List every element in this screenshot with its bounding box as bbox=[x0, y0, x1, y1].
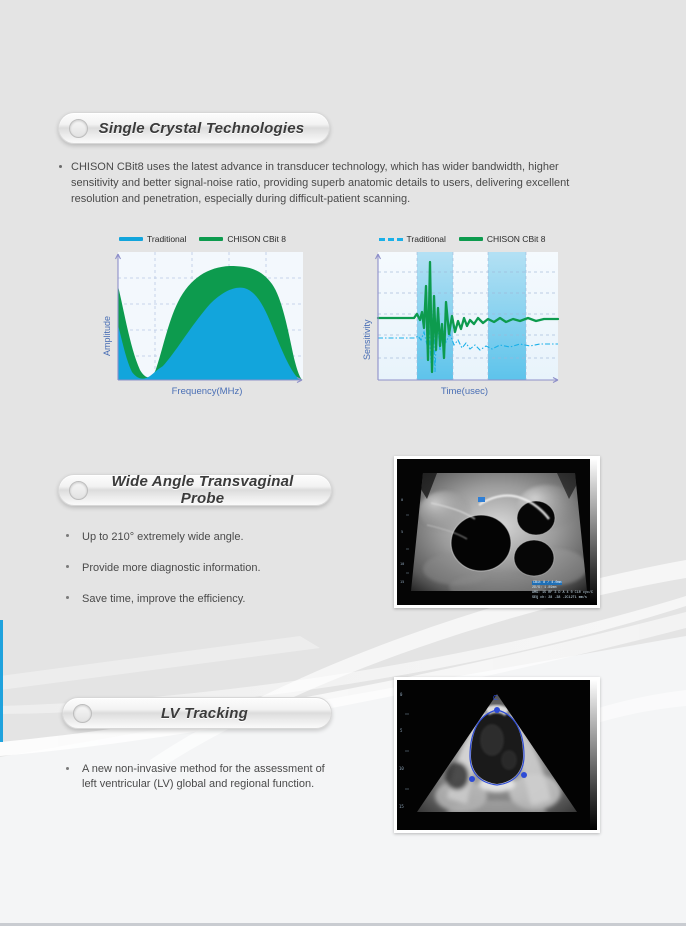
section-title: LV Tracking bbox=[161, 704, 248, 722]
paragraph-bullet-icon bbox=[59, 165, 62, 168]
follicle-lower bbox=[514, 540, 554, 576]
legend-swatch-chison bbox=[458, 237, 483, 241]
svg-text:15: 15 bbox=[400, 580, 404, 584]
list-item-label: A new non-invasive method for the assess… bbox=[82, 763, 325, 790]
footer-rule bbox=[0, 923, 686, 926]
tracking-point-septal bbox=[469, 776, 475, 782]
section-header-wide-angle-probe[interactable]: Wide Angle Transvaginal Probe bbox=[58, 473, 332, 507]
chart-bandwidth-plot bbox=[115, 252, 303, 383]
list-item: Save time, improve the efficiency. bbox=[60, 591, 360, 607]
list-item-label: Up to 210° extremely wide angle. bbox=[82, 531, 244, 543]
transvaginal-scan-graphic: 0 5 10 15 bbox=[397, 459, 597, 605]
legend-item-chison: CHISON CBit 8 bbox=[199, 234, 286, 244]
svg-text:0: 0 bbox=[400, 692, 403, 697]
greyscale-reference-bar bbox=[590, 680, 597, 830]
chart-bandwidth-xlabel: Frequency(MHz) bbox=[171, 386, 243, 397]
list-bullet-icon bbox=[66, 565, 69, 568]
image-lv-tracking-scan: C 0 5 10 15 bbox=[394, 677, 600, 833]
legend-label-traditional: Traditional bbox=[406, 234, 446, 244]
tracking-point-apex bbox=[494, 707, 500, 713]
list-bullet-icon bbox=[66, 767, 69, 770]
caption-line-1: 2D/G: 1.89mm bbox=[531, 586, 557, 590]
legend-swatch-chison bbox=[199, 237, 224, 241]
legend-item-chison: CHISON CBit 8 bbox=[458, 234, 546, 244]
list-bullet-icon bbox=[66, 596, 69, 599]
legend-item-traditional: Traditional bbox=[119, 234, 186, 244]
ultrasound-canvas: 0 5 10 15 CBit 8 / 4.0mm 2D/G: 1.89mm AM… bbox=[397, 459, 597, 605]
tracking-point-lateral bbox=[521, 772, 527, 778]
chart-bandwidth-ylabel: Amplitude bbox=[102, 315, 112, 356]
chart-pulse: Traditional CHISON CBit 8 bbox=[362, 234, 562, 404]
ultrasound-canvas: C 0 5 10 15 bbox=[397, 680, 597, 830]
wide-angle-bullet-list: Up to 210° extremely wide angle. Provide… bbox=[60, 529, 360, 622]
caption-line-2: AMG: 15 RF 3 D A 4 0 C10 cyc/C bbox=[531, 591, 593, 595]
chart-pulse-plot bbox=[375, 252, 560, 383]
caption-line-3: SEQ ch: 28 -38 -2C12T1 mm/s bbox=[531, 596, 587, 600]
svg-text:15: 15 bbox=[399, 804, 404, 809]
scan-caption: CBit 8 / 4.0mm 2D/G: 1.89mm AMG: 15 RF 3… bbox=[531, 581, 593, 601]
single-crystal-paragraph: CHISON CBit8 uses the latest advance in … bbox=[59, 159, 591, 207]
chart-bandwidth: Traditional CHISON CBit 8 bbox=[100, 234, 305, 404]
section-header-single-crystal[interactable]: Single Crystal Technologies bbox=[58, 112, 330, 144]
follicle-upper bbox=[517, 501, 555, 535]
series-traditional-area bbox=[118, 287, 303, 380]
pill-knob-icon bbox=[69, 480, 88, 500]
section-title: Single Crystal Technologies bbox=[98, 119, 305, 137]
image-transvaginal-scan: 0 5 10 15 CBit 8 / 4.0mm 2D/G: 1.89mm AM… bbox=[394, 456, 600, 608]
legend-item-traditional: Traditional bbox=[378, 234, 446, 244]
svg-text:5: 5 bbox=[400, 728, 403, 733]
chart-pulse-xlabel: Time(usec) bbox=[440, 386, 489, 397]
pill-knob-icon bbox=[69, 118, 88, 138]
legend-swatch-traditional-dashed bbox=[378, 237, 403, 241]
section-title: Wide Angle Transvaginal Probe bbox=[111, 473, 294, 507]
highlight-band-2 bbox=[488, 252, 526, 380]
chart-bandwidth-legend: Traditional CHISON CBit 8 bbox=[100, 234, 305, 244]
accent-blue-bar bbox=[0, 620, 3, 742]
legend-swatch-traditional bbox=[119, 237, 144, 241]
caption-line-0: CBit 8 / 4.0mm bbox=[531, 581, 563, 585]
marker-label-c: C bbox=[493, 695, 498, 702]
svg-text:10: 10 bbox=[400, 562, 404, 566]
legend-label-chison: CHISON CBit 8 bbox=[486, 234, 546, 244]
list-bullet-icon bbox=[66, 534, 69, 537]
list-item-label: Save time, improve the efficiency. bbox=[82, 593, 246, 605]
legend-label-chison: CHISON CBit 8 bbox=[227, 234, 286, 244]
list-item: Up to 210° extremely wide angle. bbox=[60, 529, 360, 545]
chart-pulse-legend: Traditional CHISON CBit 8 bbox=[362, 234, 562, 244]
paragraph-text: CHISON CBit8 uses the latest advance in … bbox=[71, 161, 570, 205]
footer-band bbox=[0, 851, 686, 923]
series-chison-line bbox=[376, 260, 560, 374]
chart-pulse-ylabel: Sensitivity bbox=[362, 319, 372, 360]
list-item: A new non-invasive method for the assess… bbox=[60, 762, 330, 792]
section-header-lv-tracking[interactable]: LV Tracking bbox=[62, 697, 332, 729]
lv-border-contour bbox=[469, 709, 525, 786]
follicle-large bbox=[451, 515, 511, 571]
svg-text:0: 0 bbox=[401, 498, 403, 502]
svg-text:10: 10 bbox=[399, 766, 404, 771]
list-item: Provide more diagnostic information. bbox=[60, 560, 360, 576]
legend-label-traditional: Traditional bbox=[147, 234, 187, 244]
lv-tracking-graphic: C 0 5 10 15 bbox=[397, 680, 597, 830]
lv-tracking-bullet-list: A new non-invasive method for the assess… bbox=[60, 762, 330, 792]
scan-marker bbox=[478, 497, 485, 502]
list-item-label: Provide more diagnostic information. bbox=[82, 562, 261, 574]
svg-text:5: 5 bbox=[401, 530, 403, 534]
greyscale-reference-bar bbox=[590, 459, 597, 605]
pill-knob-icon bbox=[73, 703, 92, 723]
